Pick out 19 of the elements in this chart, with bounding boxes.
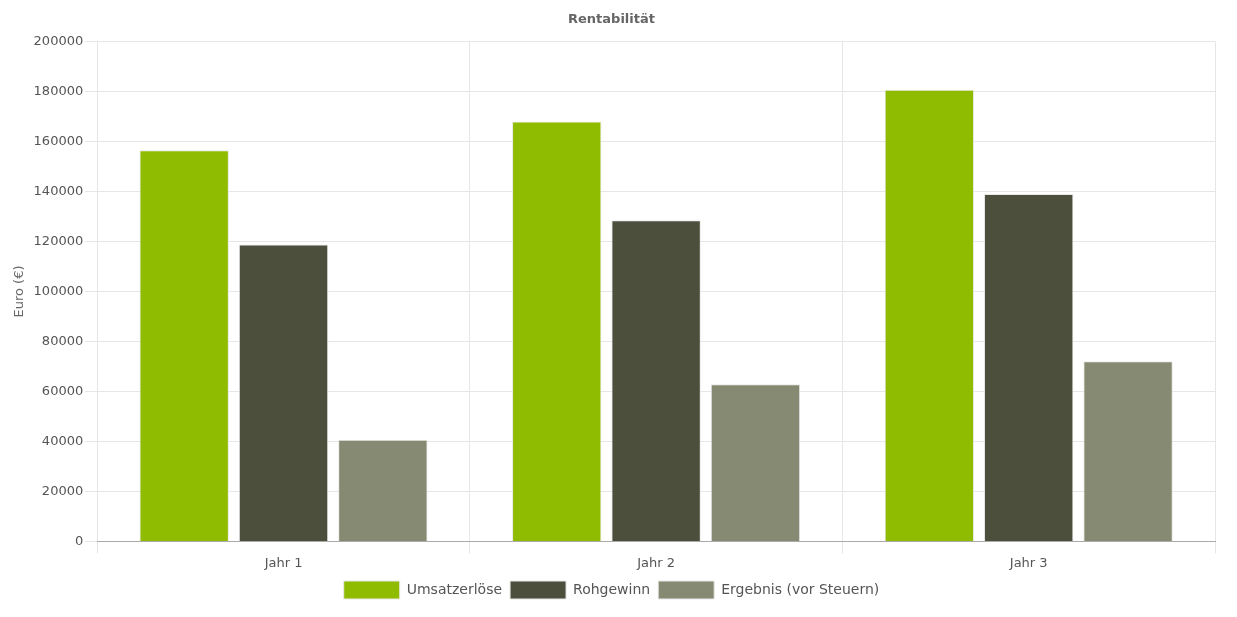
legend-label: Ergebnis (vor Steuern) [721, 580, 880, 597]
y-tick-label: 100000 [33, 282, 84, 298]
x-tick-label: Jahr 2 [636, 554, 676, 570]
x-tick-label: Jahr 3 [1008, 554, 1048, 570]
y-tick-label: 80000 [41, 332, 84, 348]
y-tick-label: 120000 [33, 232, 84, 248]
y-tick-label: 140000 [33, 182, 84, 198]
y-tick-label: 20000 [41, 482, 84, 498]
legend-label: Umsatzerlöse [406, 580, 503, 597]
y-tick-label: 60000 [41, 382, 84, 398]
y-tick-label: 180000 [33, 82, 84, 98]
y-tick-label: 200000 [33, 32, 84, 48]
x-tick-label: Jahr 1 [263, 554, 303, 570]
chart-title: Rentabilität [568, 11, 655, 27]
y-axis-title: Euro (€) [11, 265, 27, 318]
y-tick-label: 0 [74, 532, 84, 548]
y-tick-label: 160000 [33, 132, 84, 148]
y-tick-label: 40000 [41, 432, 84, 448]
legend-label: Rohgewinn [573, 580, 651, 597]
